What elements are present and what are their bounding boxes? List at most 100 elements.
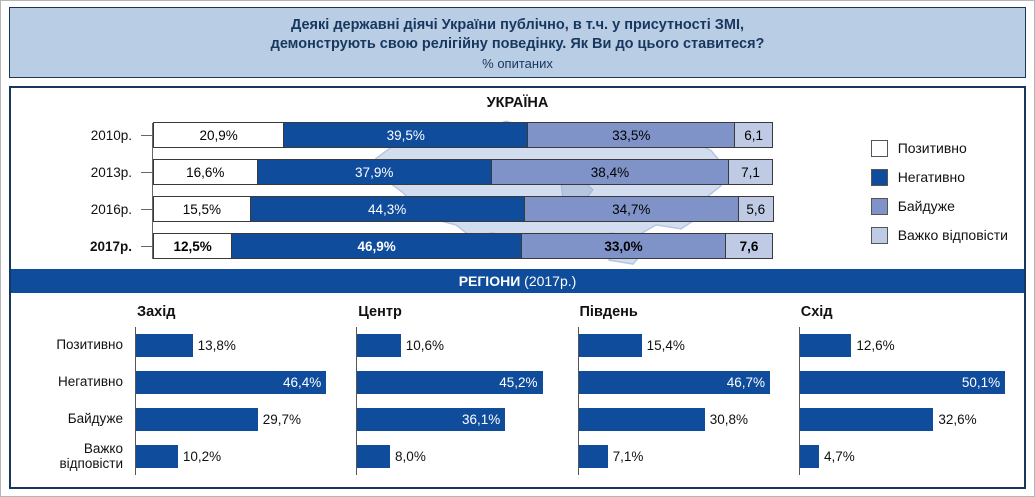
legend-swatch-indifferent: [870, 197, 888, 215]
region-bar-negative: 50,1%: [799, 370, 1006, 394]
region-bar-row: 46,4%: [136, 364, 350, 401]
region-bar-indifferent: [578, 407, 705, 431]
region-bar-positive: [357, 333, 401, 357]
segment-value-label: 33,0%: [604, 238, 643, 254]
legend-label: Негативно: [897, 169, 966, 186]
region-bar-positive: [578, 333, 642, 357]
segment-value-label: 16,6%: [186, 164, 225, 180]
region-bar-rows: 12,6% 50,1% 32,6% 4,7%: [798, 326, 1014, 475]
bar-segment-negative: 44,3%: [249, 197, 524, 222]
ukraine-section: УКРАЇНА 2010р. 20,9% 39,5% 33,5% 6,1 2013р. 16…: [11, 88, 1024, 269]
segment-value-label: 15,5%: [182, 201, 222, 217]
region-row-label: Важко відповісти: [59, 440, 123, 472]
bar-segment-indifferent: 33,5%: [527, 123, 735, 148]
region-bar-row: 29,7%: [136, 401, 350, 438]
ukraine-bar-row: 2013р. 16,6% 37,9% 38,4% 7,1: [21, 154, 774, 191]
ukraine-bar-row: 2010р. 20,9% 39,5% 33,5% 6,1: [21, 117, 774, 154]
region-bar-rows: 10,6% 45,2% 36,1% 8,0%: [356, 326, 571, 475]
bar-value-label: 45,2%: [499, 374, 538, 390]
region-title: Захід: [137, 303, 176, 320]
legend-label: Позитивно: [897, 140, 967, 157]
segment-value-label: 12,5%: [173, 238, 212, 254]
region-bar-row: 10,2%: [136, 438, 350, 475]
legend-item-negative: Негативно: [870, 168, 1008, 186]
region-row-label: Негативно: [58, 374, 123, 390]
bar-segment-hard-to-answer: 7,1: [728, 160, 772, 185]
bar-value-label: 8,0%: [395, 448, 426, 464]
segment-value-label: 46,9%: [357, 238, 396, 254]
bar-segment-positive: 16,6%: [154, 160, 257, 185]
ukraine-bar-row: 2016р. 15,5% 44,3% 34,7% 5,6: [21, 191, 774, 228]
legend-swatch-positive: [870, 139, 888, 157]
title-band: Деякі державні діячі України публічно, в…: [9, 7, 1026, 78]
segment-value-label: 33,5%: [612, 127, 651, 143]
bar-segment-positive: 15,5%: [154, 197, 250, 222]
subtitle: % опитаних: [482, 55, 553, 71]
legend-swatch-negative: [870, 168, 888, 186]
year-label: 2010р.: [90, 127, 132, 143]
legend: Позитивно Негативно Байдуже Важко відповіст…: [870, 139, 1008, 256]
region-group: Захід 13,8% 46,4% 29,7% 10,2%: [135, 297, 350, 475]
segment-value-label: 44,3%: [368, 201, 407, 217]
chart-panel: УКРАЇНА 2010р. 20,9% 39,5% 33,5% 6,1 2013р. 16…: [9, 85, 1026, 489]
region-bar-row: 4,7%: [799, 438, 1014, 475]
region-group: Схід 12,6% 50,1% 32,6% 4,7%: [798, 297, 1014, 475]
region-title: Центр: [358, 303, 402, 320]
regions-header-year: (2017р.): [520, 272, 577, 289]
bar-value-label: 29,7%: [262, 411, 302, 427]
region-bar-rows: 13,8% 46,4% 29,7% 10,2%: [135, 326, 350, 475]
bar-segment-negative: 39,5%: [283, 123, 528, 148]
bar-segment-hard-to-answer: 7,6: [725, 234, 772, 259]
region-group: Південь 15,4% 46,7% 30,8% 7,1%: [577, 297, 793, 475]
stacked-bar: 12,5% 46,9% 33,0% 7,6: [153, 233, 773, 260]
year-label: 2017р.: [89, 238, 132, 254]
bar-value-label: 32,6%: [938, 411, 977, 427]
region-bar-row: 50,1%: [799, 364, 1014, 401]
regions-row-labels: Позитивно Негативно Байдуже Важко відповіст…: [21, 297, 129, 475]
region-bar-negative: 45,2%: [357, 370, 543, 394]
region-row-label: Байдуже: [67, 411, 123, 427]
region-bar-row: 10,6%: [357, 327, 571, 364]
region-bar-indifferent: 36,1%: [357, 407, 506, 431]
year-label: 2013р.: [90, 164, 132, 180]
region-bar-row: 12,6%: [799, 327, 1014, 364]
region-bar-positive: [136, 333, 193, 357]
stacked-bar: 15,5% 44,3% 34,7% 5,6: [153, 196, 774, 223]
segment-value-label: 34,7%: [612, 201, 651, 217]
stacked-bar: 20,9% 39,5% 33,5% 6,1: [153, 122, 773, 149]
title-line1: Деякі державні діячі України публічно, в…: [290, 17, 745, 33]
region-bar-row: 32,6%: [799, 401, 1014, 438]
region-bar-negative: 46,7%: [578, 370, 770, 394]
bar-segment-negative: 37,9%: [256, 160, 491, 185]
segment-value-label: 38,4%: [590, 164, 630, 180]
segment-value-label: 37,9%: [355, 164, 394, 180]
segment-value-label: 5,6: [746, 201, 766, 217]
legend-item-hard-to-answer: Важко відповісти: [870, 226, 1008, 244]
region-bar-row: 13,8%: [136, 327, 350, 364]
bar-value-label: 15,4%: [646, 337, 685, 353]
bar-value-label: 7,1%: [612, 448, 644, 464]
region-bar-negative: 46,4%: [136, 370, 327, 394]
bar-value-label: 13,8%: [197, 337, 236, 353]
region-bar-row: 7,1%: [578, 438, 793, 475]
region-bar-row: 45,2%: [357, 364, 571, 401]
year-label: 2016р.: [90, 201, 132, 217]
region-bar-rows: 15,4% 46,7% 30,8% 7,1%: [577, 326, 793, 475]
regions-section: Позитивно Негативно Байдуже Важко відповіст…: [11, 293, 1024, 475]
ukraine-title: УКРАЇНА: [486, 94, 549, 111]
title-line2: демонструють свою релігійну поведінку. Я…: [270, 35, 765, 52]
region-bar-hard-to-answer: [578, 444, 608, 468]
region-bar-positive: [799, 333, 852, 357]
ukraine-bar-row: 2017р. 12,5% 46,9% 33,0% 7,6: [21, 228, 774, 265]
bar-value-label: 36,1%: [461, 411, 501, 427]
legend-label: Важко відповісти: [897, 227, 1008, 244]
legend-label: Байдуже: [897, 198, 955, 215]
bar-value-label: 10,6%: [405, 337, 444, 353]
region-bar-hard-to-answer: [136, 444, 178, 468]
region-bar-row: 36,1%: [357, 401, 571, 438]
segment-value-label: 7,6: [739, 238, 759, 254]
legend-item-positive: Позитивно: [870, 139, 1008, 157]
bar-segment-hard-to-answer: 6,1: [734, 123, 772, 148]
bar-segment-indifferent: 33,0%: [521, 234, 726, 259]
region-title: Південь: [579, 303, 638, 320]
